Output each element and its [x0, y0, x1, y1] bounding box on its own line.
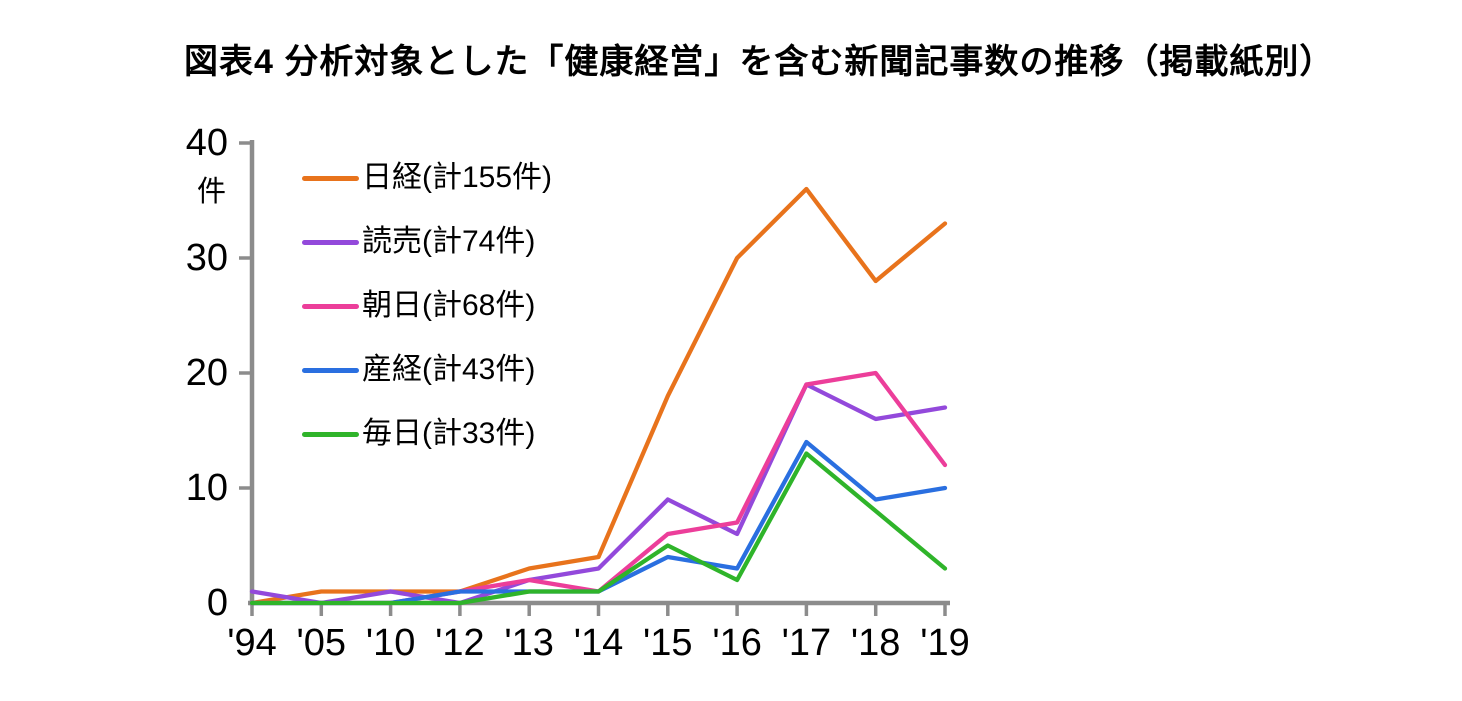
- x-tick-label: '13: [504, 622, 554, 664]
- legend-item-3: 産経(計43件): [302, 349, 552, 391]
- series-line-1: [249, 382, 948, 606]
- x-tick-label: '12: [435, 622, 485, 664]
- legend-item-2: 朝日(計68件): [302, 285, 552, 327]
- y-axis-unit-label: 件: [197, 176, 227, 208]
- legend-label: 日経(計155件): [362, 161, 553, 194]
- y-tick-label: 0: [206, 582, 228, 624]
- legend: 日経(計155件) 読売(計74件) 朝日(計68件) 産経(計43件) 毎日(計33件…: [302, 157, 552, 477]
- x-tick-label: '18: [850, 622, 901, 664]
- series-line-4: [249, 451, 948, 606]
- legend-swatch: [302, 431, 359, 437]
- x-tick-label: '19: [920, 622, 970, 664]
- legend-label: 産経(計43件): [362, 353, 536, 386]
- chart-title: 図表4 分析対象とした「健康経営」を含む新聞記事数の推移（掲載紙別）: [184, 43, 1335, 81]
- legend-item-0: 日経(計155件): [302, 157, 552, 199]
- y-tick-label: 30: [185, 237, 228, 279]
- legend-swatch: [302, 175, 359, 181]
- x-tick-label: '15: [643, 622, 693, 664]
- legend-item-4: 毎日(計33件): [302, 413, 552, 455]
- series-line-0: [249, 186, 948, 606]
- legend-item-1: 読売(計74件): [302, 221, 552, 263]
- y-tick-label: 20: [185, 352, 228, 394]
- y-tick-label: 10: [185, 467, 228, 509]
- legend-label: 読売(計74件): [362, 225, 536, 258]
- x-tick-label: '10: [365, 622, 416, 664]
- x-tick-label: '17: [781, 622, 832, 664]
- legend-swatch: [302, 239, 359, 245]
- x-tick-label: '94: [227, 622, 277, 664]
- y-tick-label: 40: [185, 122, 228, 164]
- x-tick-label: '14: [573, 622, 624, 664]
- x-tick-label: '05: [296, 622, 347, 664]
- legend-swatch: [302, 303, 359, 309]
- legend-label: 朝日(計68件): [362, 289, 536, 322]
- legend-label: 毎日(計33件): [362, 417, 536, 450]
- legend-swatch: [302, 367, 359, 373]
- x-tick-label: '16: [712, 622, 762, 664]
